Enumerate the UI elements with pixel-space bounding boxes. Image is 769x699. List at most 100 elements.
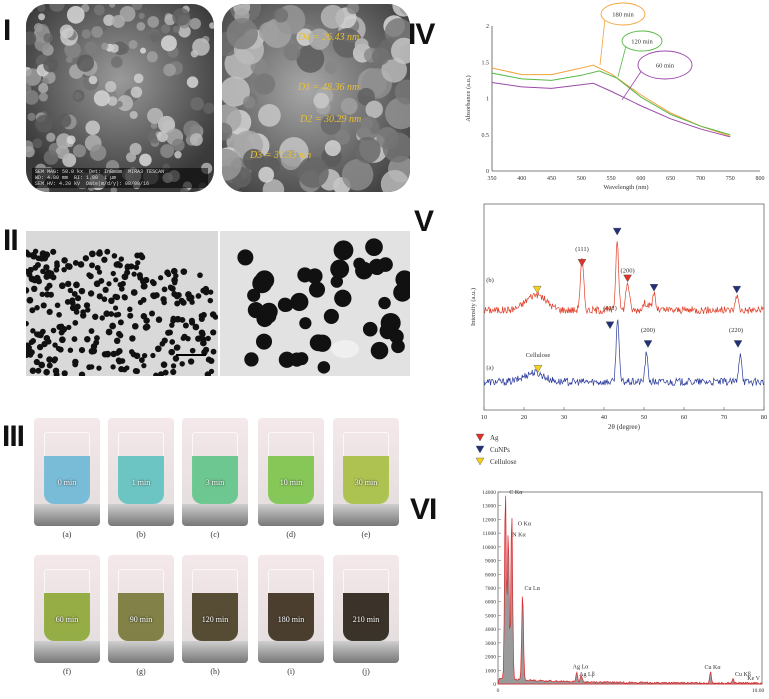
nanoparticle bbox=[165, 271, 172, 278]
y-tick-label: 6000 bbox=[485, 600, 496, 606]
nanoparticle bbox=[155, 316, 163, 323]
sublabel-d: (d) bbox=[286, 530, 296, 539]
nanoparticle bbox=[160, 296, 167, 303]
panel-label-i: I bbox=[3, 14, 11, 47]
nanoparticle bbox=[158, 371, 165, 376]
sem-grain bbox=[57, 113, 72, 128]
nanoparticle bbox=[88, 328, 95, 334]
nanoparticle bbox=[88, 347, 96, 355]
nanoparticle bbox=[166, 329, 173, 336]
sem-grain bbox=[157, 115, 176, 133]
x-tick-label: 10 bbox=[481, 414, 488, 421]
nanoparticle bbox=[141, 282, 148, 290]
peak-marker-ag bbox=[577, 259, 587, 267]
nanoparticle bbox=[101, 296, 108, 303]
nanoparticle bbox=[45, 269, 52, 276]
sem-grain bbox=[35, 114, 53, 133]
legend-label: Cellulose bbox=[490, 458, 516, 466]
sem-grain bbox=[49, 4, 65, 12]
time-label: 1 min bbox=[131, 478, 151, 487]
peak-annotation: (220) bbox=[729, 327, 743, 334]
sem-grain bbox=[129, 110, 138, 119]
nanoparticle bbox=[39, 291, 45, 298]
sublabel-f: (f) bbox=[63, 667, 71, 676]
beaker-solution bbox=[268, 593, 314, 641]
peak-marker-cunps bbox=[649, 284, 659, 292]
tem-artifact bbox=[331, 340, 359, 358]
nanoparticle bbox=[26, 296, 34, 304]
nanoparticle bbox=[29, 307, 36, 314]
legend-label: Ag bbox=[490, 434, 499, 442]
nanoparticle bbox=[50, 327, 57, 334]
series-line bbox=[491, 64, 731, 137]
legend-marker bbox=[475, 457, 485, 466]
sem-grain bbox=[394, 79, 410, 105]
sem-grain bbox=[296, 44, 325, 73]
sem-grain bbox=[93, 4, 105, 16]
sem-grain bbox=[72, 144, 87, 158]
nanoparticle bbox=[334, 289, 352, 308]
series-line bbox=[491, 70, 731, 136]
nanoparticle bbox=[52, 342, 58, 348]
nanoparticle bbox=[104, 350, 112, 358]
y-tick-label: 5000 bbox=[485, 613, 496, 619]
nanoparticle bbox=[43, 251, 51, 259]
sem-grain bbox=[109, 4, 116, 8]
nanoparticle bbox=[133, 264, 140, 271]
sem-grain bbox=[105, 80, 117, 93]
beaker-9: 180 min bbox=[258, 555, 324, 663]
peak-marker-cellulose bbox=[533, 365, 543, 373]
sublabel-j: (j) bbox=[362, 667, 370, 676]
nanoparticle bbox=[116, 358, 123, 365]
sem-grain bbox=[371, 47, 390, 66]
y-tick-label: 9000 bbox=[485, 559, 496, 565]
nanoparticle bbox=[38, 361, 46, 369]
beaker-solution bbox=[192, 456, 238, 504]
sem-grain bbox=[110, 186, 118, 192]
nanoparticle bbox=[77, 261, 85, 268]
x-axis-label: Ke V bbox=[747, 676, 760, 682]
callout-bubble bbox=[637, 50, 693, 80]
nanoparticle bbox=[110, 364, 116, 370]
sem-grain bbox=[320, 114, 342, 135]
edx-peak-label: Ag Lβ bbox=[579, 672, 595, 678]
nanoparticle bbox=[96, 249, 103, 257]
nanoparticle bbox=[121, 294, 128, 301]
nanoparticle bbox=[150, 352, 156, 359]
sem-grain bbox=[26, 90, 39, 105]
panel-label-iii: III bbox=[2, 420, 25, 453]
nanoparticle bbox=[75, 295, 82, 302]
y-tick-label: 14000 bbox=[482, 490, 496, 496]
nanoparticle bbox=[379, 322, 396, 340]
time-label: 10 min bbox=[279, 478, 303, 487]
sem-grain bbox=[156, 131, 168, 143]
y-tick-label: 1.5 bbox=[482, 60, 490, 66]
nanoparticle bbox=[53, 266, 60, 273]
sem-grain bbox=[150, 32, 161, 43]
time-label: 180 min bbox=[277, 615, 305, 624]
sem-grain bbox=[147, 107, 164, 124]
nanoparticle bbox=[200, 287, 207, 294]
sem-grain bbox=[43, 57, 58, 73]
series-line bbox=[491, 82, 731, 138]
nanoparticle bbox=[46, 282, 53, 289]
nanoparticle bbox=[208, 357, 215, 365]
sublabel-a: (a) bbox=[62, 530, 72, 539]
x-tick-label: 450 bbox=[547, 176, 556, 182]
nanoparticle bbox=[65, 280, 72, 288]
nanoparticle bbox=[116, 347, 123, 355]
nanoparticle bbox=[161, 286, 168, 293]
edx-peak-label: N Kα bbox=[512, 533, 526, 539]
nanoparticle bbox=[162, 369, 169, 376]
nanoparticle bbox=[36, 344, 44, 351]
beaker-1: 0 min bbox=[34, 418, 100, 526]
sem-grain bbox=[140, 47, 147, 54]
x-tick-label: 700 bbox=[696, 176, 705, 182]
beaker-stand bbox=[258, 641, 324, 663]
sem-image-high-mag: D4 = 26.43 nm D1 = 48.36 nm D2 = 30.29 n… bbox=[222, 4, 410, 192]
sem-grain bbox=[110, 43, 119, 53]
nanoparticle bbox=[170, 315, 177, 322]
sem-grain bbox=[130, 86, 143, 98]
nanoparticle bbox=[171, 291, 178, 298]
particle-size-label-d1: D1 = 48.36 nm bbox=[298, 82, 360, 93]
